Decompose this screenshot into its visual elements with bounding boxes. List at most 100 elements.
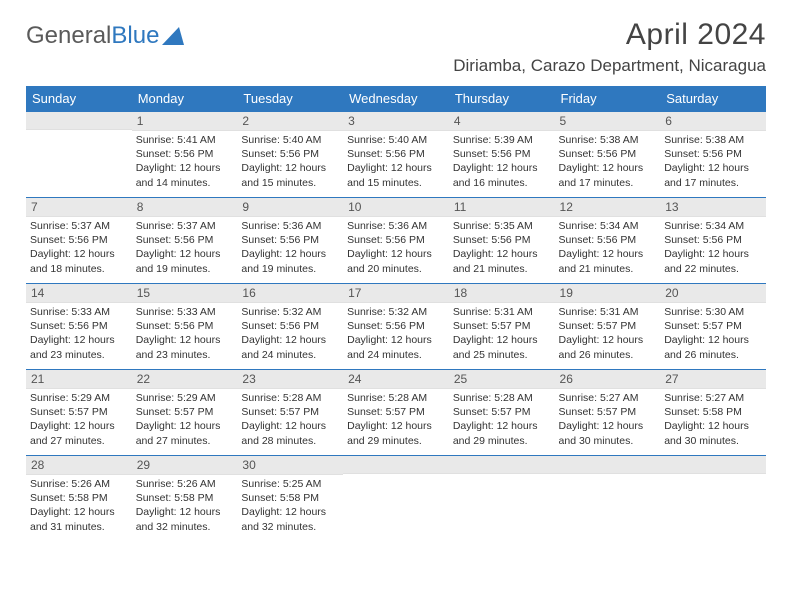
day-info: Sunrise: 5:34 AMSunset: 5:56 PMDaylight:…: [660, 217, 766, 279]
day-info: Sunrise: 5:25 AMSunset: 5:58 PMDaylight:…: [237, 475, 343, 537]
day-number: 4: [449, 112, 555, 131]
day-info: Sunrise: 5:32 AMSunset: 5:56 PMDaylight:…: [343, 303, 449, 365]
day-info: Sunrise: 5:32 AMSunset: 5:56 PMDaylight:…: [237, 303, 343, 365]
day-info: Sunrise: 5:33 AMSunset: 5:56 PMDaylight:…: [132, 303, 238, 365]
calendar-cell: 12Sunrise: 5:34 AMSunset: 5:56 PMDayligh…: [555, 198, 661, 284]
empty-day: [343, 456, 449, 474]
day-number: 11: [449, 198, 555, 217]
calendar-cell: 7Sunrise: 5:37 AMSunset: 5:56 PMDaylight…: [26, 198, 132, 284]
weekday-header: Saturday: [660, 86, 766, 112]
day-number: 12: [555, 198, 661, 217]
calendar-cell: [555, 456, 661, 542]
day-number: 8: [132, 198, 238, 217]
day-info: Sunrise: 5:35 AMSunset: 5:56 PMDaylight:…: [449, 217, 555, 279]
day-number: 29: [132, 456, 238, 475]
calendar-cell: 18Sunrise: 5:31 AMSunset: 5:57 PMDayligh…: [449, 284, 555, 370]
day-info: Sunrise: 5:26 AMSunset: 5:58 PMDaylight:…: [26, 475, 132, 537]
day-number: 22: [132, 370, 238, 389]
calendar-cell: 20Sunrise: 5:30 AMSunset: 5:57 PMDayligh…: [660, 284, 766, 370]
day-info: Sunrise: 5:28 AMSunset: 5:57 PMDaylight:…: [449, 389, 555, 451]
calendar-cell: 5Sunrise: 5:38 AMSunset: 5:56 PMDaylight…: [555, 112, 661, 198]
calendar-cell: 21Sunrise: 5:29 AMSunset: 5:57 PMDayligh…: [26, 370, 132, 456]
calendar-table: Sunday Monday Tuesday Wednesday Thursday…: [26, 86, 766, 542]
weekday-header: Sunday: [26, 86, 132, 112]
day-number: 27: [660, 370, 766, 389]
calendar-cell: 14Sunrise: 5:33 AMSunset: 5:56 PMDayligh…: [26, 284, 132, 370]
day-number: 9: [237, 198, 343, 217]
weekday-header: Monday: [132, 86, 238, 112]
empty-day: [449, 456, 555, 474]
day-number: 2: [237, 112, 343, 131]
day-number: 10: [343, 198, 449, 217]
day-number: 14: [26, 284, 132, 303]
day-number: 19: [555, 284, 661, 303]
weekday-header: Friday: [555, 86, 661, 112]
calendar-cell: [449, 456, 555, 542]
calendar-cell: 17Sunrise: 5:32 AMSunset: 5:56 PMDayligh…: [343, 284, 449, 370]
day-number: 24: [343, 370, 449, 389]
calendar-row: 21Sunrise: 5:29 AMSunset: 5:57 PMDayligh…: [26, 370, 766, 456]
calendar-cell: 16Sunrise: 5:32 AMSunset: 5:56 PMDayligh…: [237, 284, 343, 370]
day-info: Sunrise: 5:29 AMSunset: 5:57 PMDaylight:…: [26, 389, 132, 451]
day-info: Sunrise: 5:36 AMSunset: 5:56 PMDaylight:…: [237, 217, 343, 279]
logo-text-2: Blue: [111, 22, 159, 50]
calendar-cell: 23Sunrise: 5:28 AMSunset: 5:57 PMDayligh…: [237, 370, 343, 456]
calendar-cell: 27Sunrise: 5:27 AMSunset: 5:58 PMDayligh…: [660, 370, 766, 456]
day-info: Sunrise: 5:41 AMSunset: 5:56 PMDaylight:…: [132, 131, 238, 193]
calendar-cell: 1Sunrise: 5:41 AMSunset: 5:56 PMDaylight…: [132, 112, 238, 198]
day-info: Sunrise: 5:28 AMSunset: 5:57 PMDaylight:…: [343, 389, 449, 451]
calendar-cell: 3Sunrise: 5:40 AMSunset: 5:56 PMDaylight…: [343, 112, 449, 198]
day-info: Sunrise: 5:38 AMSunset: 5:56 PMDaylight:…: [555, 131, 661, 193]
day-number: 7: [26, 198, 132, 217]
calendar-cell: 2Sunrise: 5:40 AMSunset: 5:56 PMDaylight…: [237, 112, 343, 198]
day-info: Sunrise: 5:36 AMSunset: 5:56 PMDaylight:…: [343, 217, 449, 279]
logo-text-1: General: [26, 22, 111, 50]
calendar-row: 1Sunrise: 5:41 AMSunset: 5:56 PMDaylight…: [26, 112, 766, 198]
day-info: Sunrise: 5:30 AMSunset: 5:57 PMDaylight:…: [660, 303, 766, 365]
location-text: Diriamba, Carazo Department, Nicaragua: [453, 56, 766, 76]
calendar-cell: 29Sunrise: 5:26 AMSunset: 5:58 PMDayligh…: [132, 456, 238, 542]
day-info: Sunrise: 5:39 AMSunset: 5:56 PMDaylight:…: [449, 131, 555, 193]
calendar-cell: 19Sunrise: 5:31 AMSunset: 5:57 PMDayligh…: [555, 284, 661, 370]
day-info: Sunrise: 5:29 AMSunset: 5:57 PMDaylight:…: [132, 389, 238, 451]
day-info: Sunrise: 5:34 AMSunset: 5:56 PMDaylight:…: [555, 217, 661, 279]
calendar-cell: 28Sunrise: 5:26 AMSunset: 5:58 PMDayligh…: [26, 456, 132, 542]
day-info: Sunrise: 5:37 AMSunset: 5:56 PMDaylight:…: [26, 217, 132, 279]
day-info: Sunrise: 5:27 AMSunset: 5:57 PMDaylight:…: [555, 389, 661, 451]
calendar-cell: 22Sunrise: 5:29 AMSunset: 5:57 PMDayligh…: [132, 370, 238, 456]
weekday-header: Wednesday: [343, 86, 449, 112]
calendar-cell: 8Sunrise: 5:37 AMSunset: 5:56 PMDaylight…: [132, 198, 238, 284]
calendar-cell: [660, 456, 766, 542]
day-info: Sunrise: 5:31 AMSunset: 5:57 PMDaylight:…: [449, 303, 555, 365]
day-info: Sunrise: 5:38 AMSunset: 5:56 PMDaylight:…: [660, 131, 766, 193]
calendar-cell: [26, 112, 132, 198]
day-number: 30: [237, 456, 343, 475]
logo: GeneralBlue: [26, 18, 184, 50]
calendar-cell: 30Sunrise: 5:25 AMSunset: 5:58 PMDayligh…: [237, 456, 343, 542]
calendar-cell: 26Sunrise: 5:27 AMSunset: 5:57 PMDayligh…: [555, 370, 661, 456]
day-number: 23: [237, 370, 343, 389]
day-info: Sunrise: 5:28 AMSunset: 5:57 PMDaylight:…: [237, 389, 343, 451]
calendar-cell: 24Sunrise: 5:28 AMSunset: 5:57 PMDayligh…: [343, 370, 449, 456]
month-title: April 2024: [453, 18, 766, 52]
day-number: 13: [660, 198, 766, 217]
empty-day: [660, 456, 766, 474]
day-number: 21: [26, 370, 132, 389]
day-number: 1: [132, 112, 238, 131]
calendar-body: 1Sunrise: 5:41 AMSunset: 5:56 PMDaylight…: [26, 112, 766, 542]
day-number: 16: [237, 284, 343, 303]
day-number: 28: [26, 456, 132, 475]
calendar-row: 28Sunrise: 5:26 AMSunset: 5:58 PMDayligh…: [26, 456, 766, 542]
day-number: 17: [343, 284, 449, 303]
day-info: Sunrise: 5:40 AMSunset: 5:56 PMDaylight:…: [343, 131, 449, 193]
calendar-cell: 9Sunrise: 5:36 AMSunset: 5:56 PMDaylight…: [237, 198, 343, 284]
calendar-cell: 10Sunrise: 5:36 AMSunset: 5:56 PMDayligh…: [343, 198, 449, 284]
calendar-row: 7Sunrise: 5:37 AMSunset: 5:56 PMDaylight…: [26, 198, 766, 284]
day-number: 20: [660, 284, 766, 303]
calendar-cell: [343, 456, 449, 542]
calendar-cell: 13Sunrise: 5:34 AMSunset: 5:56 PMDayligh…: [660, 198, 766, 284]
calendar-cell: 25Sunrise: 5:28 AMSunset: 5:57 PMDayligh…: [449, 370, 555, 456]
calendar-cell: 4Sunrise: 5:39 AMSunset: 5:56 PMDaylight…: [449, 112, 555, 198]
day-info: Sunrise: 5:37 AMSunset: 5:56 PMDaylight:…: [132, 217, 238, 279]
day-info: Sunrise: 5:33 AMSunset: 5:56 PMDaylight:…: [26, 303, 132, 365]
